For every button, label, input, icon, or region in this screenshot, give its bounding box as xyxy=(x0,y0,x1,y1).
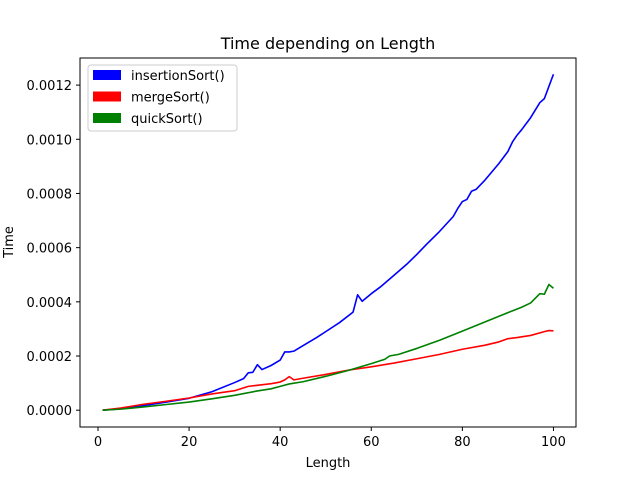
y-tick-label: 0.0004 xyxy=(27,296,73,311)
legend-swatch-2 xyxy=(93,113,121,123)
y-tick-label: 0.0008 xyxy=(27,187,73,202)
x-tick-label: 0 xyxy=(94,435,102,450)
chart-title: Time depending on Length xyxy=(220,34,436,53)
legend: insertionSort() mergeSort() quickSort() xyxy=(87,64,238,132)
legend-swatch-0 xyxy=(93,70,121,80)
x-axis-ticks: 0 20 40 60 80 100 xyxy=(94,427,566,450)
x-tick-label: 20 xyxy=(181,435,198,450)
legend-swatch-1 xyxy=(93,91,121,102)
y-axis-label: Time xyxy=(2,226,17,259)
legend-label-1: mergeSort() xyxy=(131,91,210,106)
legend-label-2: quickSort() xyxy=(131,112,203,127)
y-tick-label: 0.0002 xyxy=(27,350,73,365)
y-tick-label: 0.0012 xyxy=(27,79,73,94)
series-line-0 xyxy=(102,73,555,411)
series-line-1 xyxy=(102,329,554,411)
x-tick-label: 60 xyxy=(363,435,380,450)
x-tick-label: 80 xyxy=(454,435,471,450)
series-line-2 xyxy=(102,283,554,411)
y-tick-label: 0.0010 xyxy=(27,133,73,148)
legend-box xyxy=(87,64,238,132)
y-tick-label: 0.0000 xyxy=(27,404,73,419)
plot-frame xyxy=(79,57,577,428)
x-tick-label: 40 xyxy=(272,435,289,450)
legend-label-0: insertionSort() xyxy=(131,69,225,84)
x-tick-label: 100 xyxy=(541,435,566,450)
y-tick-label: 0.0006 xyxy=(27,242,73,257)
y-axis-ticks: 0.0000 0.0002 0.0004 0.0006 0.0008 0.0010 0.00… xyxy=(27,79,80,419)
x-axis-label: Length xyxy=(306,456,351,471)
series-lines xyxy=(102,73,555,411)
